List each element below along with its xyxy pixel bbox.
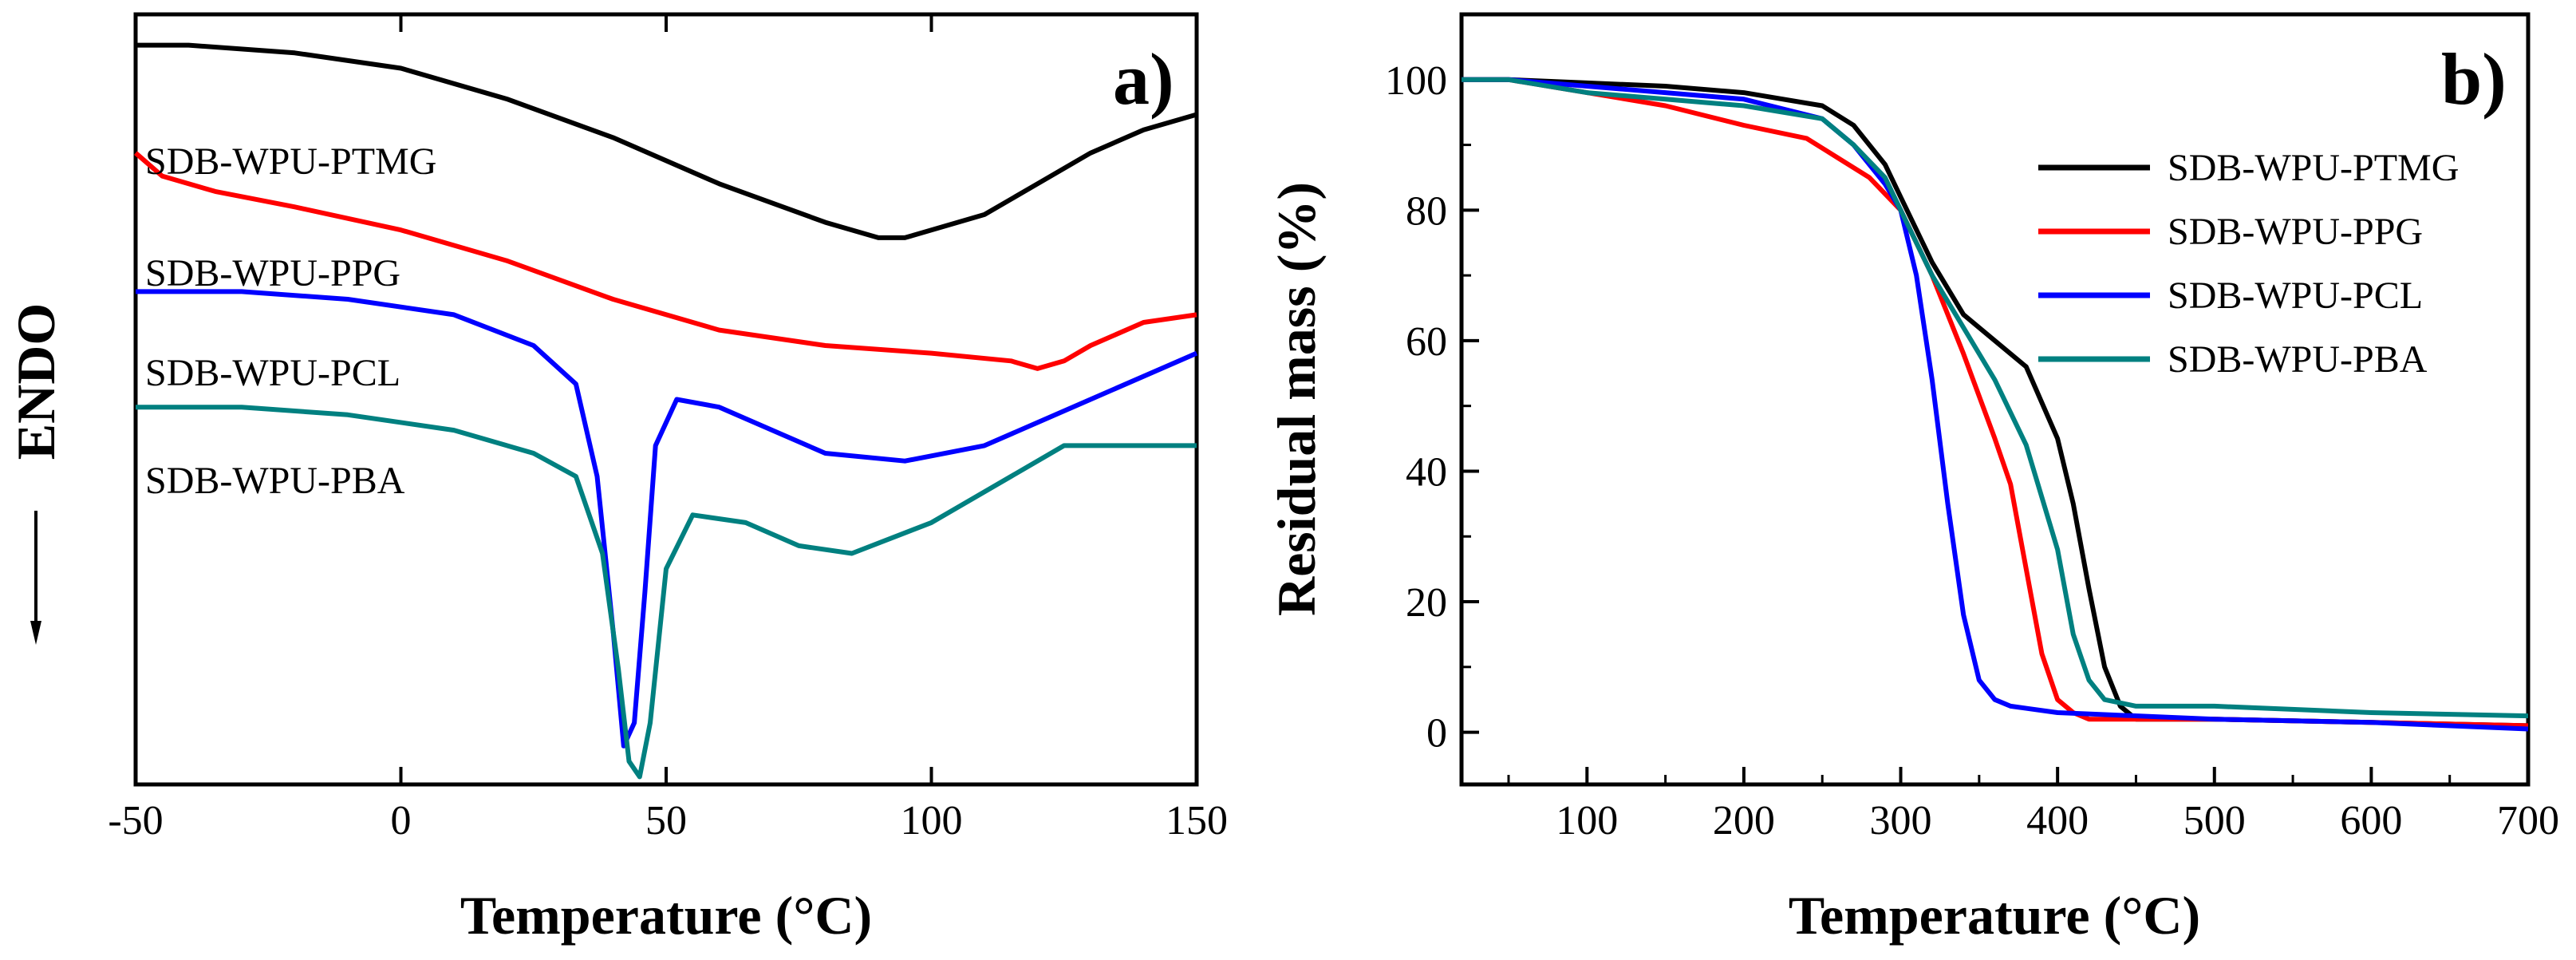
panel-b-y-tick-label: 40 [1406, 449, 1447, 495]
panel-a-series-label-pba: SDB-WPU-PBA [145, 460, 405, 502]
panel-a-x-tick-label: 150 [1166, 798, 1228, 843]
panel-b-y-tick-label: 80 [1406, 188, 1447, 234]
panel-b-legend-label: SDB-WPU-PPG [2168, 211, 2423, 253]
panel-b-legend: SDB-WPU-PTMG SDB-WPU-PPG SDB-WPU-PCL SDB-WP… [2038, 147, 2459, 381]
panel-b-x-tick-label: 600 [2340, 798, 2402, 843]
panel-a-series-label-pcl: SDB-WPU-PCL [145, 352, 400, 394]
panel-b-x-tick-label: 500 [2183, 798, 2246, 843]
panel-b-legend-label: SDB-WPU-PTMG [2168, 147, 2459, 189]
panel-b-series-line-0 [1462, 77, 2529, 729]
panel-b-axis-ticks: 100 200 300 400 500 600 700 0 20 40 60 80 100 [1385, 13, 2559, 843]
panel-b-y-tick-label: 60 [1406, 319, 1447, 365]
panel-b-x-tick-label: 300 [1870, 798, 1932, 843]
panel-b-y-tick-label: 0 [1426, 711, 1447, 757]
panel-b-y-tick-label: 100 [1385, 58, 1447, 104]
panel-b-series-line-2 [1462, 77, 2529, 732]
panel-b-x-tick-label: 700 [2497, 798, 2559, 843]
panel-b-x-tick-label: 400 [2026, 798, 2089, 843]
panel-a-dsc-chart: -50 0 50 100 150 a) Temperature (°C) ENDO SD… [6, 12, 1228, 946]
panel-a-x-tick-label: 100 [901, 798, 963, 843]
panel-a-x-tick-label: -50 [108, 798, 163, 843]
panel-b-series-line-1 [1462, 77, 2529, 729]
panel-a-y-axis-title: ENDO [6, 303, 66, 460]
panel-a-series-line-2 [136, 289, 1198, 749]
panel-b-y-axis-title: Residual mass (%) [1266, 182, 1327, 616]
panel-a-plot-frame [133, 12, 1199, 787]
panel-b-series-lines [1462, 77, 2529, 732]
panel-a-x-tick-label: 0 [391, 798, 412, 843]
panel-b-series-line-3 [1462, 77, 2529, 719]
panel-a-label: a) [1113, 38, 1174, 120]
panel-b-x-tick-label: 100 [1556, 798, 1618, 843]
panel-a-x-axis-title: Temperature (°C) [460, 885, 872, 946]
panel-b-y-tick-label: 20 [1406, 580, 1447, 626]
panel-b-tga-chart: 100 200 300 400 500 600 700 0 20 40 60 80 100 b) Tem… [1266, 12, 2559, 946]
panel-a-series-label-ptmg: SDB-WPU-PTMG [145, 140, 436, 183]
panel-a-series-label-ppg: SDB-WPU-PPG [145, 252, 400, 294]
panel-a-series-line-3 [136, 405, 1197, 780]
panel-b-legend-label: SDB-WPU-PCL [2168, 275, 2423, 317]
panel-b-x-axis-title: Temperature (°C) [1789, 885, 2200, 946]
panel-a-series-line-1 [134, 151, 1197, 371]
panel-a-x-tick-label: 50 [645, 798, 687, 843]
panel-a-x-ticks: -50 0 50 100 150 [108, 14, 1228, 843]
panel-b-plot-frame [1459, 12, 2531, 787]
panel-b-label: b) [2441, 38, 2507, 120]
panel-b-legend-label: SDB-WPU-PBA [2168, 338, 2428, 381]
panel-a-series-line-0 [136, 42, 1197, 240]
panel-b-x-tick-label: 200 [1713, 798, 1775, 843]
panel-a-series-lines [134, 42, 1198, 780]
endo-arrow [30, 511, 41, 645]
